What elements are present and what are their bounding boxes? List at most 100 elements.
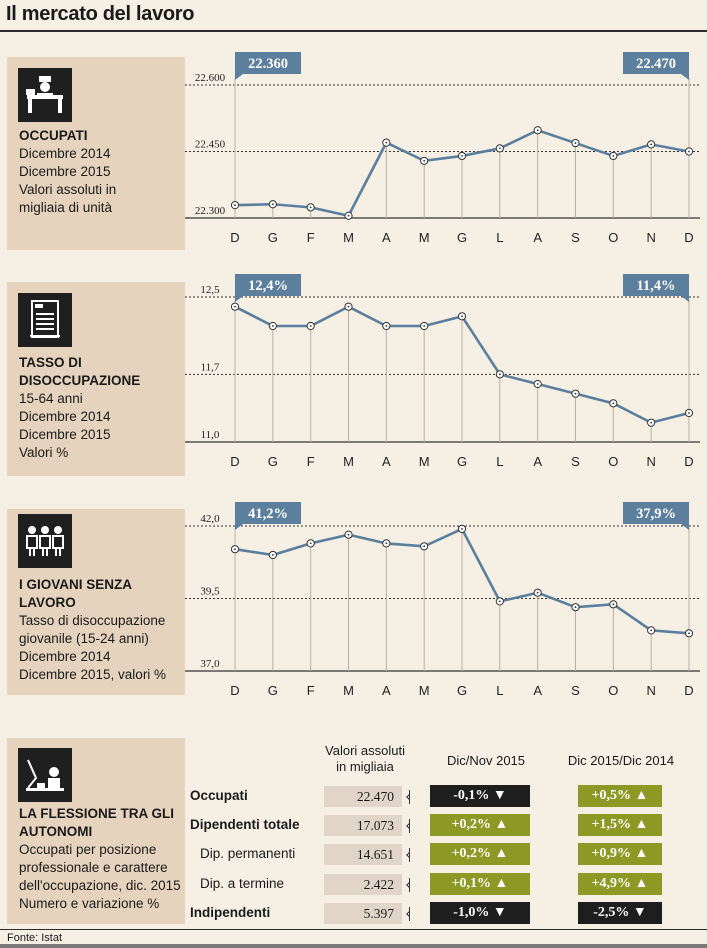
x-tick-label: G [457, 230, 467, 245]
row-marker [409, 848, 411, 862]
panel-line: Dicembre 2015 [19, 427, 111, 442]
row-label: Indipendenti [190, 905, 271, 920]
x-tick-label: M [419, 683, 430, 698]
x-tick-label: M [343, 454, 354, 469]
data-point-center [612, 603, 615, 606]
data-point-center [385, 325, 388, 327]
x-tick-label: D [684, 230, 693, 245]
data-point-center [271, 554, 274, 556]
panel-line: Tasso di disoccupazione [19, 613, 166, 628]
x-tick-label: G [268, 683, 278, 698]
panel-line: Numero e variazione % [19, 896, 160, 911]
data-point-center [234, 548, 236, 551]
data-point-center [234, 204, 236, 207]
data-point-center [650, 143, 653, 146]
callout-first-pointer [235, 296, 243, 302]
panel-heading: I GIOVANI SENZA LAVORO [19, 577, 132, 610]
row-marker [409, 878, 411, 892]
data-point-center [536, 383, 539, 385]
disoccupazione-chart: 11,0 11,7 12,5 D G F M A M G L A S O N D 12,4% 11,4% [185, 274, 700, 469]
monthly-change-badge: +0,2% ▲ [430, 843, 530, 865]
panel-line: Dicembre 2014 [19, 649, 111, 664]
callout-first-box [235, 52, 301, 74]
data-point-center [347, 214, 350, 217]
row-label: Dip. permanenti [200, 846, 296, 861]
data-point-center [423, 159, 426, 162]
y-tick-label: 11,0 [201, 429, 220, 441]
x-tick-label: M [343, 230, 354, 245]
x-tick-label: M [419, 230, 430, 245]
occupati-chart: 22.300 22.450 22.600 D G F M A M G L A S O N D 22.360 22.… [185, 52, 700, 245]
x-tick-label: A [382, 683, 391, 698]
callout-last-box [623, 274, 689, 296]
x-tick-label: S [571, 683, 580, 698]
callout-last-pointer [681, 524, 689, 530]
x-tick-label: O [608, 454, 618, 469]
callout-first-box [235, 502, 301, 524]
callout-last-label: 11,4% [636, 278, 675, 294]
callout-first-box [235, 274, 301, 296]
x-tick-label: D [230, 683, 239, 698]
x-tick-label: G [268, 230, 278, 245]
row-label: Dipendenti totale [190, 817, 300, 832]
data-point-center [574, 142, 577, 144]
panel-line: Valori assoluti in [19, 182, 117, 197]
yearly-change-badge: -2,5% ▼ [578, 902, 662, 924]
x-tick-label: A [533, 683, 542, 698]
data-point-center [536, 591, 539, 594]
callout-first-label: 22.360 [248, 56, 288, 72]
panel-line: Valori % [19, 445, 69, 460]
x-tick-label: A [382, 230, 391, 245]
source-note: Fonte: Istat [7, 932, 63, 944]
data-point-center [574, 392, 577, 395]
data-point-center [309, 206, 312, 209]
panel-line: giovanile (15-24 anni) [19, 631, 149, 646]
value-cell: 5.397 [324, 903, 402, 924]
y-tick-label: 42,0 [200, 513, 220, 525]
x-tick-label: D [684, 454, 693, 469]
yearly-change-badge: +0,9% ▲ [578, 843, 662, 865]
callout-last-pointer [681, 296, 689, 302]
giovani-chart: 37,0 39,5 42,0 D G F M A M G L A S O N D 41,2% 37,9% [185, 502, 700, 698]
callout-last-box [623, 52, 689, 74]
y-tick-label: 12,5 [200, 284, 220, 296]
y-tick-label: 11,7 [201, 361, 220, 373]
x-tick-label: N [646, 454, 655, 469]
panel-line: migliaia di unità [19, 200, 113, 215]
data-point-center [688, 632, 690, 635]
occupati-description: OCCUPATI Dicembre 2014 Dicembre 2015 Val… [19, 127, 116, 217]
data-point-center [385, 141, 388, 144]
row-label: Dip. a termine [200, 876, 285, 891]
data-point-center [650, 421, 653, 424]
value-cell: 22.470 [324, 786, 402, 807]
row-marker [409, 907, 411, 921]
self-employed-desk-icon [18, 748, 72, 802]
row-marker [409, 819, 411, 833]
data-point-center [536, 129, 539, 132]
data-point-center [423, 325, 426, 327]
bottom-bar [0, 944, 707, 948]
x-tick-label: G [457, 683, 467, 698]
panel-line: Occupati per posizione [19, 842, 157, 857]
value-cell: 17.073 [324, 815, 402, 836]
x-tick-label: L [496, 230, 503, 245]
monthly-change-badge: +0,2% ▲ [430, 814, 530, 836]
panel-line: Dicembre 2014 [19, 146, 111, 161]
data-point-center [650, 629, 653, 632]
monthly-change-badge: +0,1% ▲ [430, 873, 530, 895]
autonomi-panel: LA FLESSIONE TRA GLI AUTONOMI Occupati p… [7, 738, 185, 924]
x-tick-label: M [343, 683, 354, 698]
y-tick-label: 22.450 [195, 139, 226, 151]
data-point-center [271, 325, 274, 327]
x-tick-label: A [533, 230, 542, 245]
value-cell: 14.651 [324, 844, 402, 865]
x-tick-label: D [684, 683, 693, 698]
x-tick-label: A [382, 454, 391, 469]
x-tick-label: S [571, 454, 580, 469]
giovani-panel: I GIOVANI SENZA LAVORO Tasso di disoccup… [7, 509, 185, 695]
callout-first-pointer [235, 524, 243, 530]
data-point-center [347, 533, 350, 536]
callout-first-pointer [235, 74, 243, 80]
panel-heading: TASSO DI DISOCCUPAZIONE [19, 355, 141, 388]
office-worker-icon [18, 68, 72, 122]
